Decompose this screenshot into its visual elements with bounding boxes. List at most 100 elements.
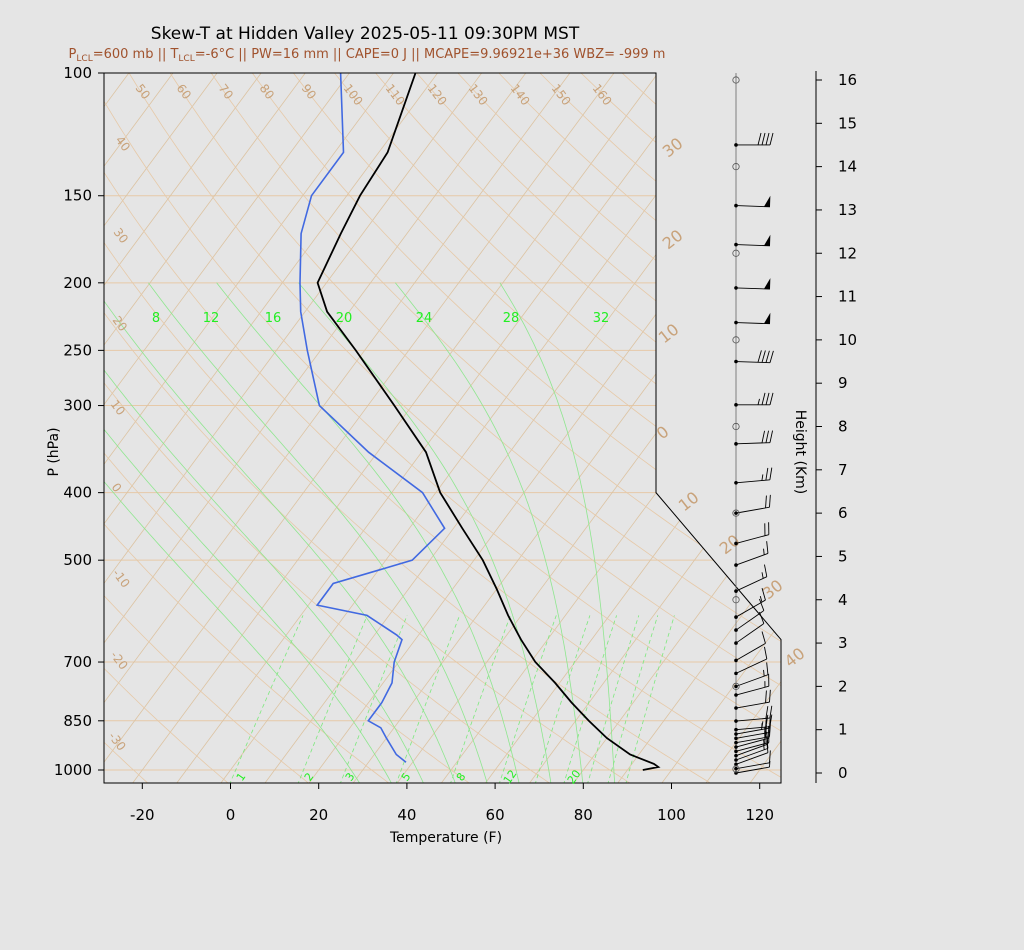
isotherm-50 <box>439 73 781 783</box>
wind-barb-dot <box>734 732 738 736</box>
isotherm-150 <box>881 73 1024 785</box>
wind-barb-dot <box>734 736 738 741</box>
dry-adiabat <box>498 73 781 783</box>
wind-barb-staff <box>735 762 770 770</box>
wind-barb-feather <box>769 494 771 508</box>
wind-barb-feather <box>766 740 769 753</box>
x-axis-label: Temperature (F) <box>389 830 502 846</box>
wind-barb-feather <box>766 541 769 554</box>
mixing-ratio-top-label: 16 <box>265 311 282 326</box>
isotherm-70 <box>527 73 781 783</box>
wind-barb-dot <box>734 684 738 689</box>
wind-barb-feather <box>769 714 773 727</box>
wind-barb-staff <box>735 642 766 661</box>
height-tick-label: 10 <box>838 331 857 349</box>
height-tick-label: 2 <box>838 677 848 695</box>
height-tick-label: 0 <box>838 764 848 782</box>
wind-barb-feather <box>761 430 766 444</box>
p-tick-label: 300 <box>63 397 92 415</box>
isotherm--140 <box>104 73 130 783</box>
isotherm-10 <box>263 73 781 783</box>
dry-adiabat <box>104 73 150 783</box>
wind-barb-half <box>763 739 765 746</box>
isotherm--90 <box>104 73 350 783</box>
x-tick-label: 20 <box>309 806 328 824</box>
mixing-ratio-top-label: 28 <box>503 311 520 326</box>
isotherm--150 <box>0 73 85 785</box>
wind-barb-feather <box>765 706 769 719</box>
mixing-ratio-top-label: 12 <box>203 311 220 326</box>
wind-barb-feather <box>761 350 766 363</box>
dry-adiabat <box>210 73 781 783</box>
isotherm-label: -20 <box>108 648 131 672</box>
p-tick-label: 150 <box>63 187 92 205</box>
wind-barb-feather <box>769 350 774 363</box>
dry-adiabat-label: 30 <box>759 576 787 604</box>
moist-adiabat <box>104 282 457 783</box>
wind-barb-staff <box>735 743 769 757</box>
height-tick-label: 11 <box>838 288 857 306</box>
wind-barb-dot <box>734 706 738 710</box>
isotherm--50 <box>104 73 527 783</box>
isotherm--110 <box>104 73 262 783</box>
wind-level-marker <box>732 163 740 171</box>
wind-barb-feather <box>761 392 766 405</box>
wind-barb-dot <box>734 541 738 546</box>
wind-level-marker <box>732 509 740 517</box>
mixing-ratio-top-label: 20 <box>336 311 353 326</box>
height-tick-label: 5 <box>838 547 848 565</box>
wind-level-marker <box>732 76 740 84</box>
wind-level-marker <box>732 422 740 431</box>
dry-adiabat <box>293 73 781 783</box>
wind-barb-dot <box>734 671 738 676</box>
wind-barb-feather <box>761 588 766 601</box>
isotherm-label: 90 <box>299 81 319 102</box>
y-axis-label: P (hPa) <box>46 427 62 476</box>
wind-barb-feather <box>769 467 773 480</box>
height-tick-label: 16 <box>838 71 857 89</box>
dry-adiabat <box>169 73 781 783</box>
wind-barb-staff <box>735 479 770 484</box>
wind-barb-dot <box>734 286 738 290</box>
isotherm-140 <box>837 73 1024 785</box>
wind-level-marker <box>732 596 740 604</box>
wind-barb-staff <box>735 534 769 544</box>
wind-barb-dot <box>734 481 738 485</box>
dry-adiabat <box>251 73 781 783</box>
height-tick-label: 14 <box>838 158 857 176</box>
wind-barb-dot <box>734 753 738 758</box>
dry-adiabat <box>128 73 781 783</box>
isotherm-label: 60 <box>174 81 194 102</box>
p-tick-label: 850 <box>63 712 92 730</box>
mixing-ratio-top-label: 8 <box>152 311 160 326</box>
isotherm--160 <box>0 73 41 785</box>
wind-barb-dot <box>734 758 738 762</box>
wind-barb-dot <box>734 766 738 771</box>
wind-barb-dot <box>734 628 738 632</box>
wind-barb-staff <box>735 742 769 752</box>
wind-barb-half <box>761 572 764 579</box>
subtitle-rest: =-6°C || PW=16 mm || CAPE=0 J || MCAPE=9… <box>195 47 666 62</box>
dry-adiabat <box>104 73 392 783</box>
wind-barb-dot <box>734 589 738 593</box>
wind-barb-feather <box>765 495 767 508</box>
mixing-ratio-bottom-label: 5 <box>399 770 414 783</box>
wind-barb-feather <box>766 662 769 675</box>
wind-barb-dot <box>734 442 738 446</box>
isotherm--60 <box>104 73 483 783</box>
wind-barb-staff <box>735 610 765 631</box>
isotherm--80 <box>104 73 394 783</box>
mixing-ratio-line <box>395 615 460 783</box>
moist-adiabat <box>216 282 520 783</box>
wind-barb-feather <box>764 564 768 577</box>
mixing-ratio-line <box>449 615 511 783</box>
wind-barb-feather <box>769 392 774 405</box>
x-tick-label: 80 <box>574 806 593 824</box>
isotherm--100 <box>104 73 306 783</box>
p-tick-label: 100 <box>63 64 92 82</box>
isotherm-label: 20 <box>110 313 130 334</box>
wind-barb-feather <box>761 132 766 146</box>
wind-barb-feather <box>769 689 771 703</box>
height-tick-label: 6 <box>838 504 848 522</box>
